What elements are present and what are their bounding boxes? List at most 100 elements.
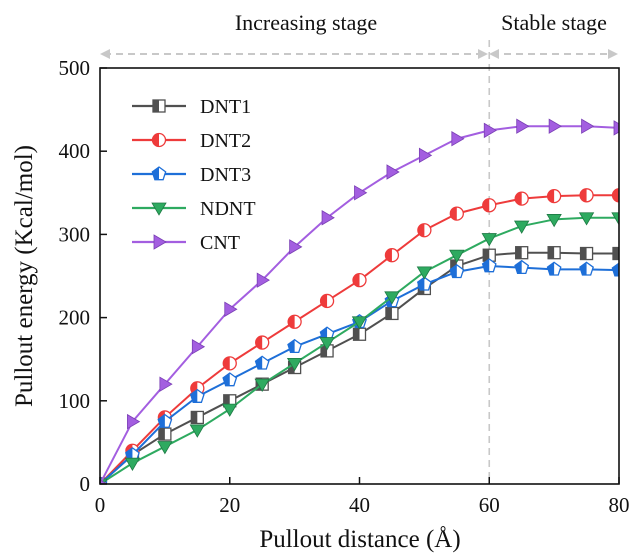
y-tick-label: 500 bbox=[59, 56, 91, 80]
legend-item-dnt3: DNT3 bbox=[132, 164, 251, 186]
data-point bbox=[354, 185, 368, 201]
x-tick-label: 60 bbox=[479, 493, 500, 517]
data-point bbox=[613, 120, 619, 136]
data-point bbox=[125, 447, 140, 462]
legend-marker bbox=[151, 202, 167, 216]
data-point bbox=[483, 122, 498, 139]
data-point bbox=[611, 188, 619, 203]
legend-item-dnt1: DNT1 bbox=[132, 96, 251, 118]
data-point bbox=[319, 337, 335, 351]
data-point bbox=[158, 427, 172, 441]
legend: DNT1 DNT2 DNT3 NDNT CNT bbox=[132, 96, 256, 254]
data-point bbox=[351, 316, 368, 330]
legend-marker bbox=[151, 166, 167, 181]
data-point bbox=[579, 188, 594, 203]
data-point bbox=[581, 118, 595, 134]
y-tick-label: 0 bbox=[80, 472, 91, 496]
data-point bbox=[385, 306, 399, 321]
data-point bbox=[579, 261, 594, 276]
x-tick-label: 0 bbox=[95, 493, 106, 517]
increasing-arrow-left-head bbox=[100, 49, 110, 59]
legend-item-cnt: CNT bbox=[132, 232, 240, 254]
data-point bbox=[611, 212, 619, 226]
data-point bbox=[159, 376, 173, 392]
x-tick-label: 40 bbox=[349, 493, 370, 517]
legend-label: CNT bbox=[200, 232, 240, 254]
x-tick-label: 80 bbox=[609, 493, 630, 517]
data-point bbox=[352, 327, 367, 341]
data-point bbox=[319, 293, 335, 309]
increasing-stage-label: Increasing stage bbox=[235, 10, 377, 35]
data-point bbox=[481, 258, 497, 273]
series-layer bbox=[100, 118, 619, 484]
data-point bbox=[547, 246, 561, 260]
legend-marker bbox=[151, 132, 167, 148]
data-point bbox=[289, 239, 303, 255]
y-tick-label: 400 bbox=[59, 139, 91, 163]
stable-stage-label: Stable stage bbox=[501, 10, 607, 35]
series-line-ndnt bbox=[100, 216, 619, 484]
x-tick-label: 20 bbox=[219, 493, 240, 517]
legend-label: NDNT bbox=[200, 198, 256, 220]
data-point bbox=[416, 276, 432, 291]
data-point bbox=[481, 233, 497, 247]
data-point bbox=[416, 266, 433, 280]
data-point bbox=[418, 147, 433, 164]
data-point bbox=[254, 355, 270, 370]
increasing-arrow-right-head bbox=[478, 49, 488, 59]
legend-label: DNT2 bbox=[200, 130, 251, 152]
data-point bbox=[578, 212, 595, 226]
data-point bbox=[612, 246, 619, 261]
y-tick-label: 300 bbox=[59, 222, 91, 246]
data-point bbox=[222, 372, 238, 387]
legend-item-dnt2: DNT2 bbox=[132, 130, 251, 152]
data-point bbox=[191, 339, 206, 355]
data-point bbox=[189, 424, 206, 438]
data-point bbox=[417, 223, 432, 238]
data-point bbox=[352, 273, 367, 288]
data-point bbox=[222, 403, 238, 417]
data-point bbox=[189, 388, 205, 403]
data-point bbox=[548, 118, 562, 134]
data-point bbox=[386, 164, 400, 180]
data-point bbox=[287, 338, 303, 354]
data-point bbox=[514, 191, 529, 206]
data-point bbox=[222, 356, 237, 371]
data-point bbox=[513, 220, 530, 234]
data-point bbox=[546, 261, 562, 276]
data-point bbox=[320, 344, 334, 358]
data-point bbox=[611, 262, 619, 277]
data-point bbox=[254, 378, 270, 392]
data-point bbox=[384, 291, 400, 305]
data-point bbox=[384, 248, 400, 263]
data-point bbox=[256, 272, 270, 288]
data-point bbox=[514, 259, 530, 274]
data-point bbox=[157, 441, 173, 455]
series-line-dnt3 bbox=[100, 265, 619, 484]
data-point bbox=[515, 246, 529, 260]
data-point bbox=[255, 335, 270, 350]
data-point bbox=[449, 206, 464, 221]
series-dnt2 bbox=[100, 188, 619, 484]
data-point bbox=[124, 457, 141, 471]
series-line-cnt bbox=[100, 125, 619, 484]
stage-annotations: Increasing stage Stable stage bbox=[100, 10, 618, 59]
data-point bbox=[157, 413, 173, 428]
data-point bbox=[321, 210, 335, 226]
data-point bbox=[546, 188, 562, 204]
legend-label: DNT3 bbox=[200, 164, 251, 186]
data-point bbox=[579, 246, 594, 261]
series-cnt bbox=[100, 118, 619, 484]
data-point bbox=[516, 118, 530, 134]
legend-marker bbox=[152, 99, 166, 113]
legend-item-ndnt: NDNT bbox=[132, 198, 256, 220]
y-tick-label: 100 bbox=[59, 389, 91, 413]
data-point bbox=[127, 413, 141, 430]
x-axis: 0 20 40 60 80 bbox=[95, 477, 630, 517]
y-axis-title: Pullout energy (Kcal/mol) bbox=[11, 145, 38, 407]
data-point bbox=[449, 249, 465, 263]
data-point bbox=[100, 479, 108, 484]
series-ndnt bbox=[100, 212, 619, 484]
y-axis: 0 100 200 300 400 500 bbox=[59, 56, 107, 496]
